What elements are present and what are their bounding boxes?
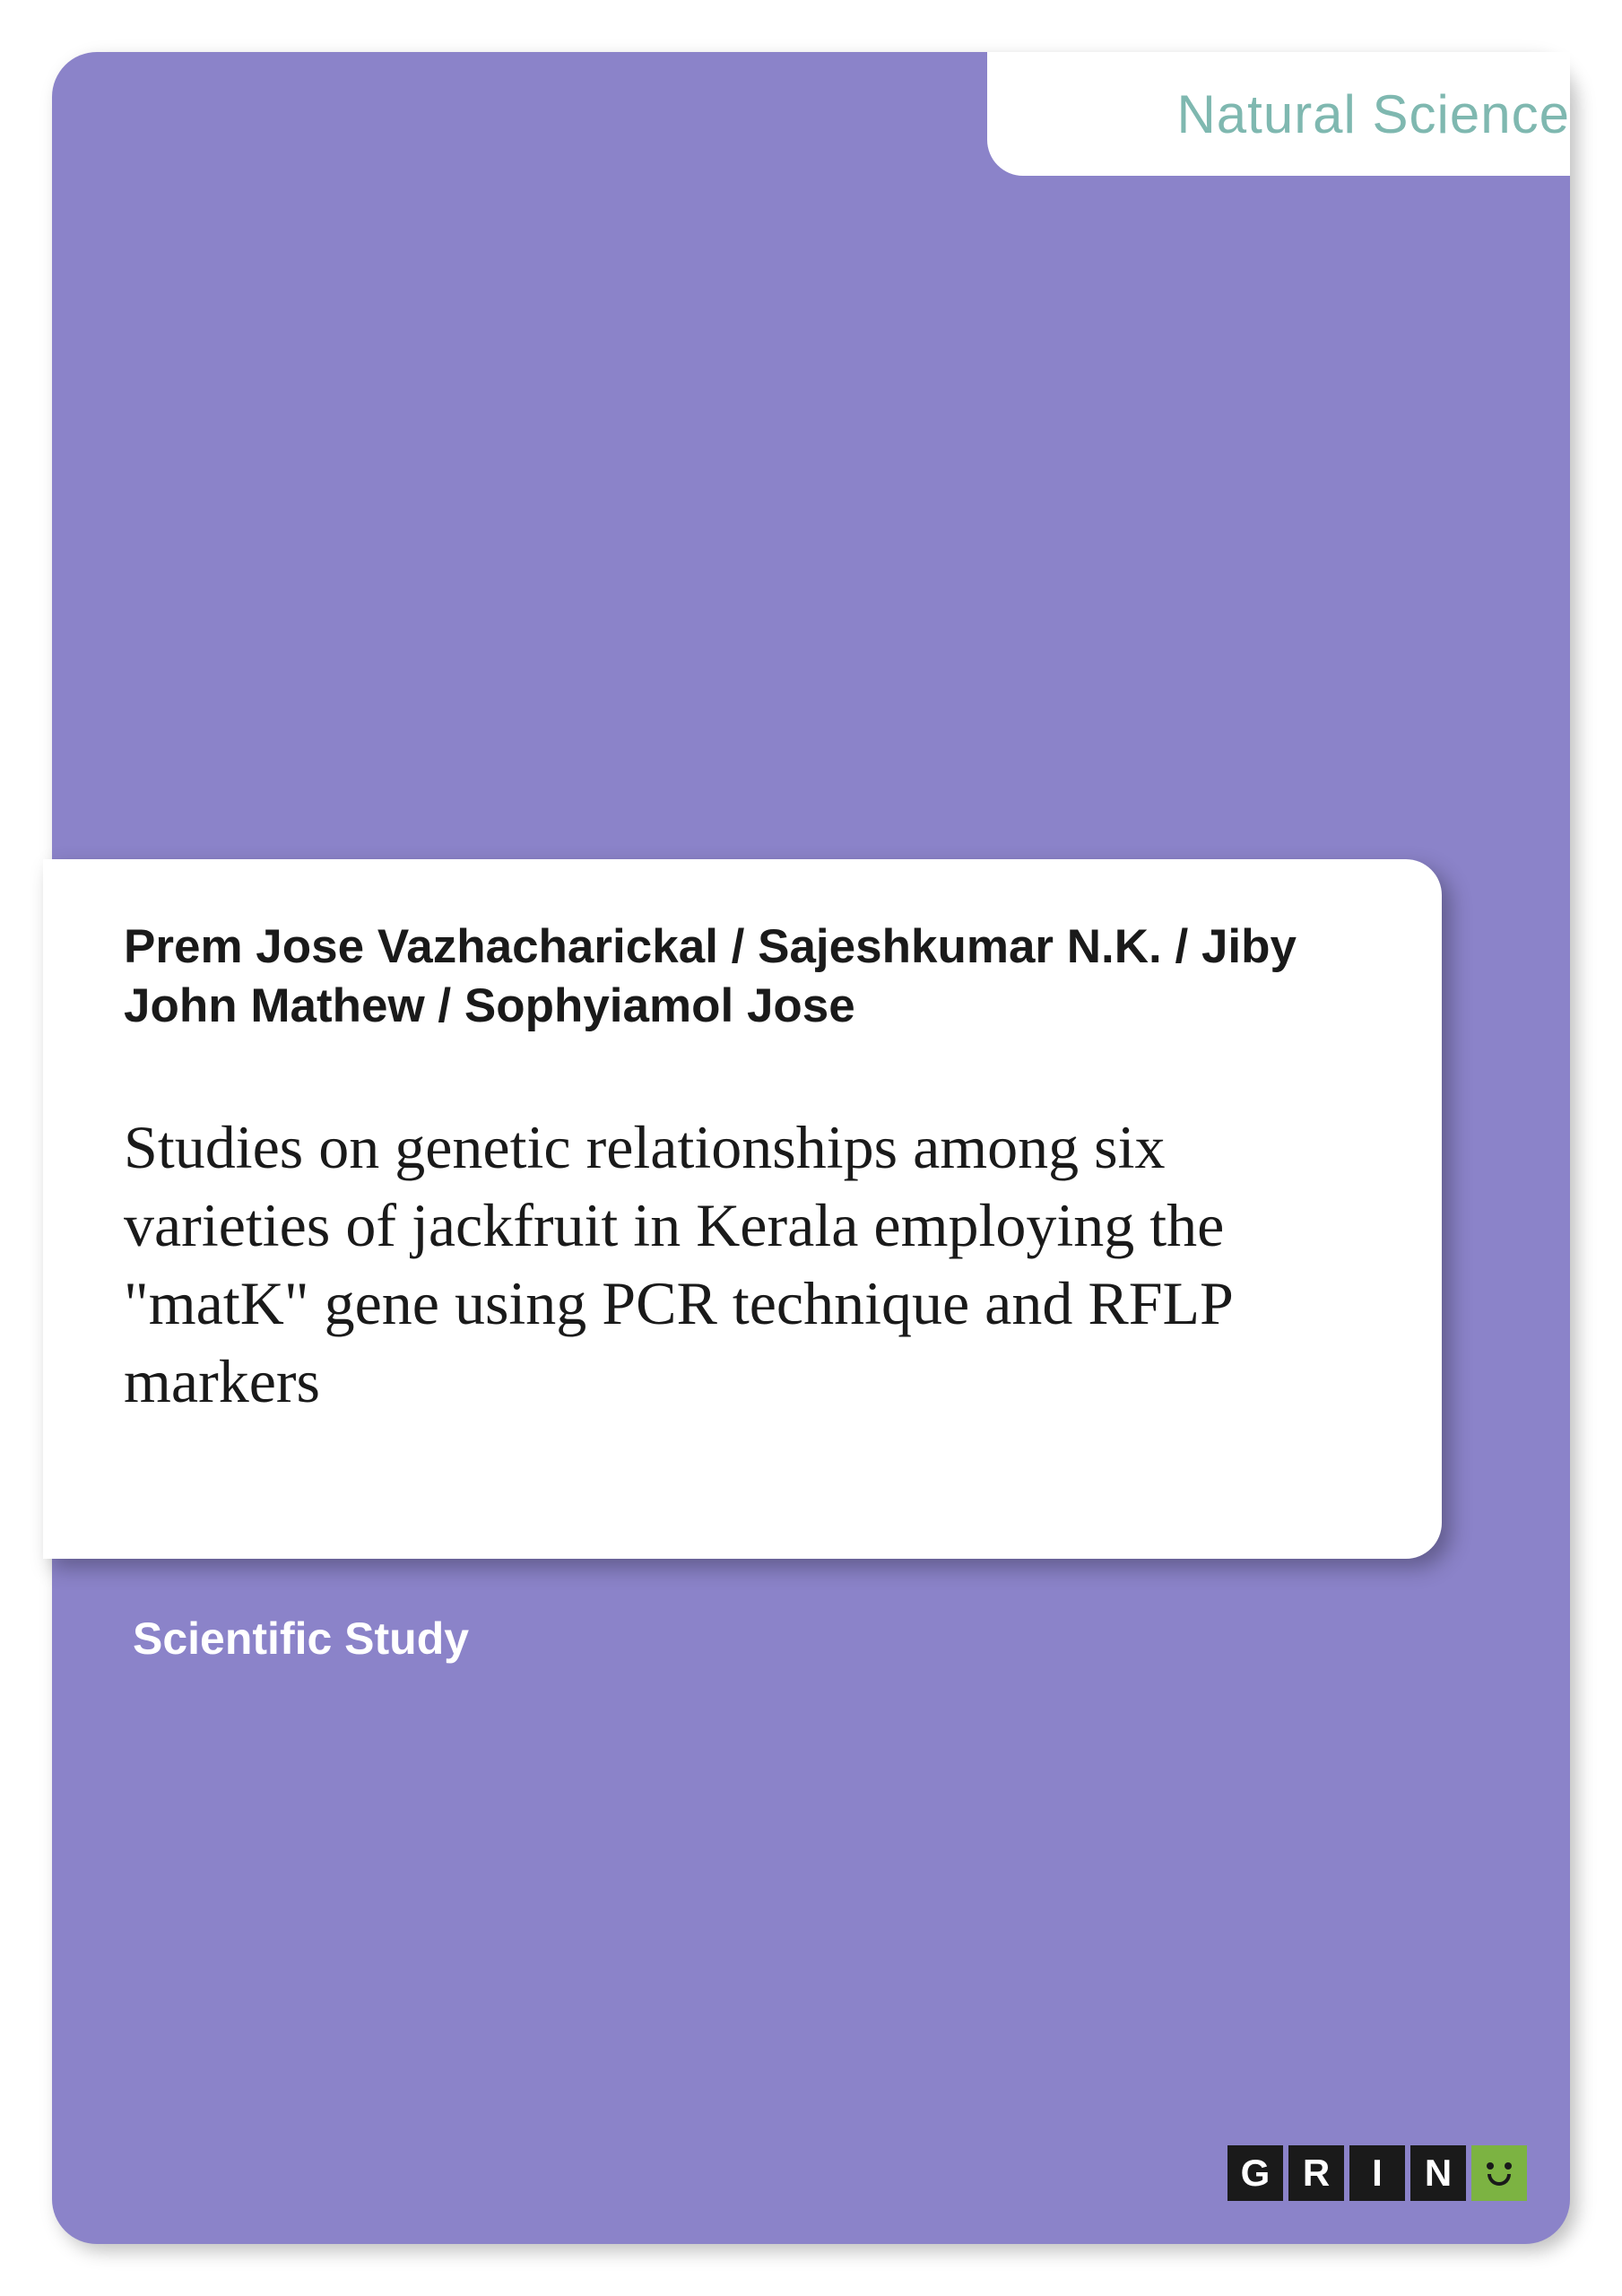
logo-letter-g: G xyxy=(1227,2145,1283,2201)
logo-letter-i: I xyxy=(1349,2145,1405,2201)
logo-letter-n: N xyxy=(1410,2145,1466,2201)
title-panel: Prem Jose Vazhacharickal / Sajeshkumar N… xyxy=(43,859,1442,1559)
logo-smiley-icon xyxy=(1471,2145,1527,2201)
category-label: Natural Science xyxy=(1176,83,1570,145)
study-type-label: Scientific Study xyxy=(133,1613,469,1665)
category-tab: Natural Science xyxy=(987,52,1570,176)
title-text: Studies on genetic relationships among s… xyxy=(124,1109,1370,1421)
publisher-logo: G R I N xyxy=(1227,2145,1527,2201)
book-cover: Natural Science Prem Jose Vazhacharickal… xyxy=(52,52,1570,2244)
logo-letter-r: R xyxy=(1288,2145,1344,2201)
authors-text: Prem Jose Vazhacharickal / Sajeshkumar N… xyxy=(124,918,1370,1037)
